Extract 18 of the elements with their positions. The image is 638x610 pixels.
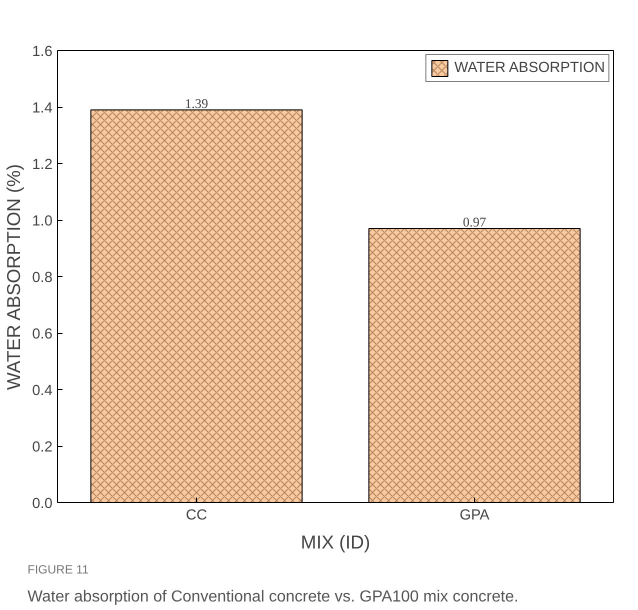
y-tick-label: 0.2 (32, 440, 52, 456)
x-tick-label: GPA (460, 508, 490, 524)
y-tick-label: 1.0 (32, 214, 52, 230)
y-tick-label: 1.6 (32, 44, 52, 60)
y-tick-label: 1.4 (32, 100, 52, 116)
x-axis-title: MIX (ID) (300, 532, 370, 552)
legend-label: WATER ABSORPTION (454, 60, 605, 76)
x-tick-label: CC (186, 508, 208, 524)
data-label: 1.39 (184, 96, 208, 111)
y-axis-title: WATER ABSORPTION (%) (3, 164, 24, 390)
y-tick-label: 0.0 (32, 496, 52, 512)
y-tick-label: 0.6 (32, 326, 52, 342)
text: Water absorption of Conventional concrete vs. GPA100 mix concrete. (28, 588, 518, 606)
y-tick-label: 0.4 (32, 383, 52, 399)
y-tick-label: 1.2 (32, 157, 52, 173)
data-label: 0.97 (462, 214, 486, 230)
y-tick-label: 0.8 (32, 270, 52, 286)
caption: FIGURE 11 (28, 562, 89, 576)
